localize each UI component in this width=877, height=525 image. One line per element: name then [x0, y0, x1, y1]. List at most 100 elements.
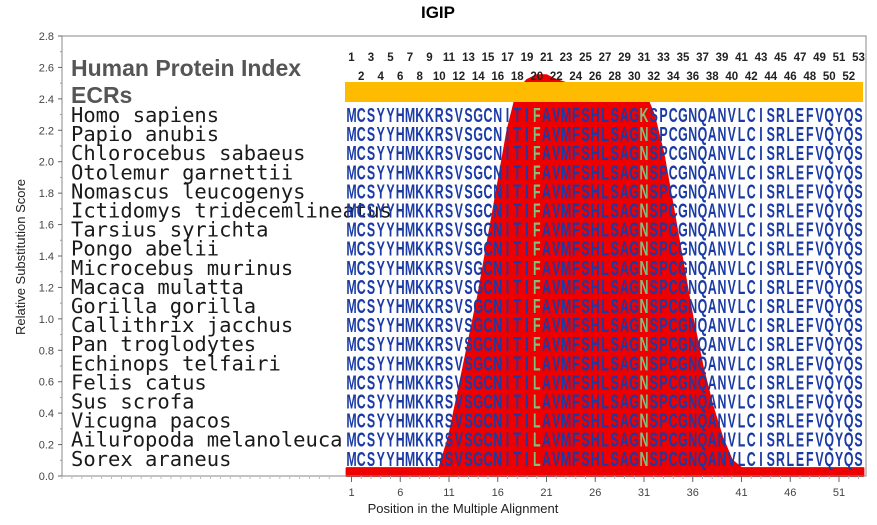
residue: N — [718, 295, 727, 318]
residue: R — [776, 390, 785, 413]
residue: H — [396, 371, 405, 394]
residue: E — [796, 371, 804, 394]
residue: K — [415, 410, 424, 433]
residue: Q — [824, 314, 834, 337]
residue: S — [367, 314, 375, 337]
residue: S — [854, 314, 862, 337]
x-tick-label: 26 — [589, 487, 601, 499]
residue: S — [445, 352, 453, 375]
residue: M — [405, 295, 415, 318]
residue: H — [591, 410, 600, 433]
residue: I — [759, 390, 762, 413]
residue: R — [776, 448, 785, 471]
residue: F — [572, 199, 580, 222]
residue: A — [542, 371, 551, 394]
alignment-row: Chlorocebus sabaeus M C S Y Y H M K K R S V S G C N I T I F A… — [71, 141, 863, 165]
residue: V — [728, 199, 736, 222]
residue: K — [415, 161, 424, 184]
residue: S — [464, 314, 472, 337]
residue: G — [629, 219, 639, 242]
residue: S — [367, 123, 375, 146]
residue: S — [767, 199, 775, 222]
residue: G — [678, 314, 688, 337]
residue: N — [493, 161, 502, 184]
residue: V — [728, 161, 736, 184]
residue: S — [581, 276, 589, 299]
residue: A — [620, 142, 629, 165]
residue: H — [591, 219, 600, 242]
residue: L — [738, 333, 746, 356]
y-tick-label: 0.0 — [39, 471, 54, 483]
residue: G — [678, 333, 688, 356]
residue: Q — [698, 238, 708, 261]
residue: Y — [377, 142, 385, 165]
residue: C — [669, 390, 678, 413]
residue: A — [708, 161, 717, 184]
residue: H — [591, 333, 600, 356]
residue: S — [367, 352, 375, 375]
residue: Q — [844, 219, 854, 242]
residue: G — [678, 276, 688, 299]
species-name: Sus scrofa — [71, 390, 194, 414]
residue: V — [552, 142, 560, 165]
residue: M — [346, 371, 356, 394]
residue: N — [493, 199, 502, 222]
residue: L — [786, 352, 794, 375]
residue: C — [484, 142, 493, 165]
residue: L — [738, 276, 746, 299]
residue: L — [738, 390, 746, 413]
residue: I — [506, 352, 509, 375]
residue: N — [718, 410, 727, 433]
residue: A — [620, 295, 629, 318]
residue: Q — [844, 276, 854, 299]
y-tick-label: 1.0 — [39, 314, 54, 326]
residue: C — [484, 257, 493, 280]
residue: C — [669, 410, 678, 433]
residue: H — [396, 238, 405, 261]
residue: A — [620, 104, 629, 127]
residue: S — [767, 276, 775, 299]
position-number-top: 11 — [443, 52, 456, 64]
residue: Y — [835, 352, 843, 375]
residue: H — [591, 295, 600, 318]
position-number-bottom: 26 — [589, 71, 602, 83]
species-name: Papio anubis — [71, 122, 219, 146]
residue: I — [506, 161, 509, 184]
residue: S — [367, 429, 375, 452]
residue: H — [591, 199, 600, 222]
residue: C — [357, 123, 366, 146]
residue: V — [455, 123, 463, 146]
residue: M — [561, 314, 571, 337]
residue: S — [581, 390, 589, 413]
residue: C — [669, 257, 678, 280]
residue: Y — [835, 371, 843, 394]
residue: R — [776, 410, 785, 433]
residue: M — [405, 257, 415, 280]
residue: K — [425, 180, 434, 203]
residue: I — [759, 276, 762, 299]
position-number-bottom: 4 — [378, 71, 385, 83]
residue: V — [455, 390, 463, 413]
residue: S — [650, 371, 658, 394]
residue: S — [854, 448, 862, 471]
residue: V — [728, 371, 736, 394]
residue: I — [525, 410, 528, 433]
residue: F — [572, 257, 580, 280]
residue: L — [601, 429, 609, 452]
residue: Q — [844, 161, 854, 184]
residue: C — [747, 352, 756, 375]
residue: N — [688, 352, 697, 375]
residue: C — [357, 161, 366, 184]
residue: H — [396, 104, 405, 127]
residue: I — [759, 371, 762, 394]
residue: P — [659, 199, 667, 222]
residue: I — [759, 448, 762, 471]
position-number-bottom: 46 — [784, 71, 797, 83]
residue: I — [506, 238, 509, 261]
residue: N — [718, 219, 727, 242]
residue: N — [688, 295, 697, 318]
residue: C — [669, 238, 678, 261]
residue: R — [776, 142, 785, 165]
residue: H — [591, 123, 600, 146]
position-number-top: 13 — [462, 52, 475, 64]
